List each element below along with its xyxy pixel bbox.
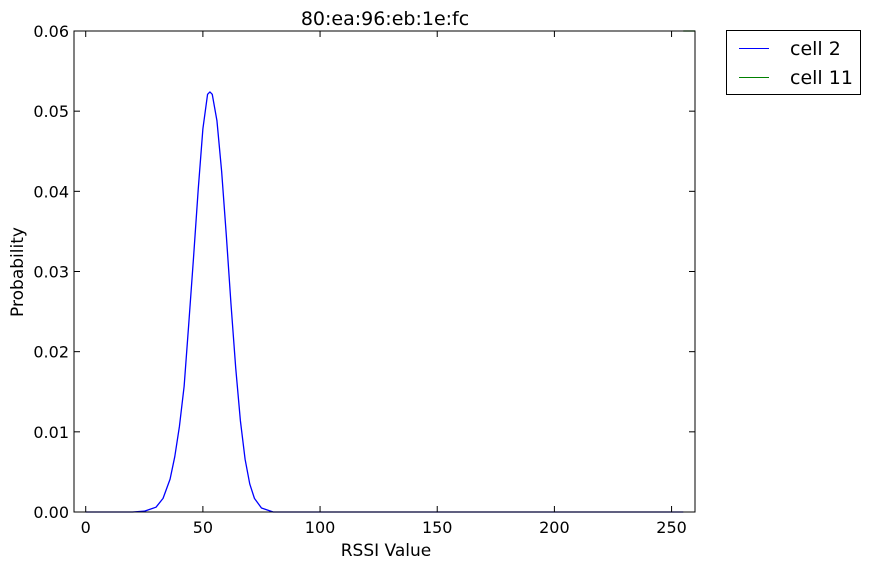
y-tick-label: 0.02 <box>33 343 69 362</box>
plot-lines <box>85 30 695 513</box>
legend-swatch-cell-2 <box>739 48 769 49</box>
legend-swatch-cell-11 <box>739 77 769 78</box>
chart-title: 80:ea:96:eb:1e:fc <box>301 8 469 30</box>
x-tick-label: 200 <box>539 518 570 537</box>
x-tick-label: 100 <box>305 518 336 537</box>
y-tick-label: 0.01 <box>33 423 69 442</box>
y-tick-label: 0.03 <box>33 263 69 282</box>
y-tick-label: 0.00 <box>33 503 69 522</box>
axis-ticks: 0 50 100 150 200 250 0.00 0.01 0.02 0.03 0.04 0.05 0… <box>33 22 695 537</box>
legend-label-cell-11: cell 11 <box>790 67 853 89</box>
x-tick-label: 0 <box>81 518 91 537</box>
x-axis-label: RSSI Value <box>341 541 432 561</box>
series-line-cell-2 <box>85 91 684 513</box>
x-tick-label: 50 <box>193 518 213 537</box>
y-tick-label: 0.04 <box>33 182 69 201</box>
plot-area-frame <box>73 30 696 513</box>
legend-label-cell-2: cell 2 <box>790 38 841 60</box>
legend-item-cell-2: cell 2 <box>727 39 862 59</box>
y-axis-label: Probability <box>8 227 28 317</box>
y-tick-label: 0.06 <box>33 22 69 41</box>
y-tick-label: 0.05 <box>33 102 69 121</box>
x-tick-label: 150 <box>422 518 453 537</box>
x-tick-label: 250 <box>656 518 687 537</box>
legend-item-cell-11: cell 11 <box>727 68 862 88</box>
legend: cell 2 cell 11 <box>726 30 861 95</box>
